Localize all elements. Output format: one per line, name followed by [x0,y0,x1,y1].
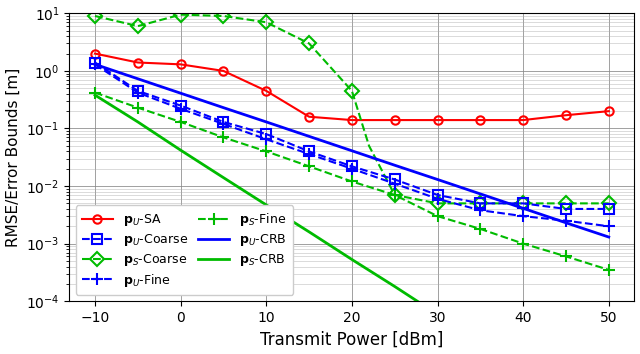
$\mathbf{p}_S$-Fine [262,149,270,154]
Line: $\mathbf{p}_S$-CRB: $\mathbf{p}_S$-CRB [95,95,609,354]
$\mathbf{p}_U$-SA [91,51,99,56]
$\mathbf{p}_U$-CRB [562,221,570,225]
$\mathbf{p}_U$-CRB [220,105,227,110]
$\mathbf{p}_U$-CRB [391,163,399,167]
$\mathbf{p}_S$-Coarse [605,201,612,205]
$\mathbf{p}_U$-SA [305,115,313,119]
$\mathbf{p}_U$-Coarse [434,193,442,197]
$\mathbf{p}_U$-Coarse [562,207,570,211]
$\mathbf{p}_S$-CRB [348,257,356,262]
$\mathbf{p}_S$-Coarse [348,89,356,93]
Legend: $\mathbf{p}_U$-SA, $\mathbf{p}_U$-Coarse, $\mathbf{p}_S$-Coarse, $\mathbf{p}_U$-: $\mathbf{p}_U$-SA, $\mathbf{p}_U$-Coarse… [76,205,293,295]
$\mathbf{p}_U$-Fine [434,197,442,201]
Line: $\mathbf{p}_U$-CRB: $\mathbf{p}_U$-CRB [95,64,609,237]
$\mathbf{p}_S$-CRB [434,312,442,316]
$\mathbf{p}_S$-CRB [134,120,141,124]
$\mathbf{p}_U$-Coarse [391,177,399,182]
$\mathbf{p}_S$-Fine [220,135,227,139]
$\mathbf{p}_U$-SA [605,109,612,113]
$\mathbf{p}_U$-CRB [91,62,99,67]
$\mathbf{p}_S$-Fine [605,268,612,272]
$\mathbf{p}_U$-Coarse [177,103,184,108]
$\mathbf{p}_S$-Coarse [477,201,484,205]
$\mathbf{p}_S$-Fine [348,179,356,184]
$\mathbf{p}_U$-Coarse [220,120,227,124]
$\mathbf{p}_U$-Fine [305,152,313,156]
$\mathbf{p}_U$-SA [262,89,270,93]
$\mathbf{p}_S$-Fine [134,105,141,110]
$\mathbf{p}_U$-Fine [391,182,399,186]
$\mathbf{p}_S$-Fine [177,120,184,124]
$\mathbf{p}_U$-Fine [220,122,227,126]
Line: $\mathbf{p}_S$-Coarse: $\mathbf{p}_S$-Coarse [90,10,614,208]
$\mathbf{p}_U$-Fine [605,224,612,228]
$\mathbf{p}_S$-CRB [220,176,227,180]
$\mathbf{p}_U$-CRB [519,206,527,211]
$\mathbf{p}_U$-CRB [477,192,484,196]
$\mathbf{p}_U$-Coarse [605,207,612,211]
$\mathbf{p}_U$-CRB [262,120,270,124]
$\mathbf{p}_U$-SA [391,118,399,122]
$\mathbf{p}_U$-SA [177,62,184,67]
$\mathbf{p}_U$-SA [134,61,141,65]
$\mathbf{p}_S$-CRB [477,339,484,343]
$\mathbf{p}_U$-Fine [262,137,270,141]
$\mathbf{p}_S$-Coarse [365,144,373,148]
$\mathbf{p}_S$-Coarse [177,12,184,17]
$\mathbf{p}_S$-Coarse [262,20,270,24]
Y-axis label: RMSE/Error Bounds [m]: RMSE/Error Bounds [m] [6,68,20,247]
$\mathbf{p}_U$-Fine [91,62,99,67]
$\mathbf{p}_S$-CRB [91,93,99,97]
$\mathbf{p}_U$-SA [434,118,442,122]
$\mathbf{p}_U$-Fine [562,218,570,223]
$\mathbf{p}_U$-CRB [605,235,612,239]
$\mathbf{p}_S$-Fine [391,193,399,197]
$\mathbf{p}_S$-CRB [177,148,184,152]
$\mathbf{p}_U$-CRB [348,149,356,153]
$\mathbf{p}_S$-Fine [519,241,527,246]
$\mathbf{p}_S$-Coarse [220,14,227,18]
$\mathbf{p}_U$-CRB [305,134,313,138]
$\mathbf{p}_S$-Coarse [91,14,99,18]
$\mathbf{p}_U$-CRB [434,177,442,182]
$\mathbf{p}_S$-Fine [562,254,570,258]
$\mathbf{p}_S$-Coarse [391,193,399,197]
$\mathbf{p}_S$-Coarse [134,24,141,28]
$\mathbf{p}_U$-Fine [348,167,356,171]
$\mathbf{p}_S$-Coarse [434,201,442,205]
Line: $\mathbf{p}_S$-Fine: $\mathbf{p}_S$-Fine [90,87,614,275]
$\mathbf{p}_U$-Coarse [477,201,484,205]
$\mathbf{p}_S$-Coarse [519,201,527,205]
$\mathbf{p}_S$-Coarse [305,41,313,46]
Line: $\mathbf{p}_U$-Coarse: $\mathbf{p}_U$-Coarse [90,58,614,214]
$\mathbf{p}_U$-Coarse [348,164,356,169]
$\mathbf{p}_U$-Fine [177,107,184,111]
$\mathbf{p}_U$-SA [562,113,570,117]
X-axis label: Transmit Power [dBm]: Transmit Power [dBm] [260,330,444,348]
$\mathbf{p}_S$-Fine [477,227,484,231]
$\mathbf{p}_U$-Fine [477,208,484,212]
$\mathbf{p}_S$-CRB [391,284,399,289]
$\mathbf{p}_U$-CRB [177,91,184,95]
$\mathbf{p}_U$-SA [519,118,527,122]
$\mathbf{p}_U$-Coarse [134,89,141,93]
$\mathbf{p}_S$-CRB [262,203,270,207]
$\mathbf{p}_U$-Fine [519,214,527,218]
$\mathbf{p}_S$-CRB [305,230,313,234]
$\mathbf{p}_S$-Fine [91,91,99,95]
$\mathbf{p}_U$-SA [477,118,484,122]
Line: $\mathbf{p}_U$-Fine: $\mathbf{p}_U$-Fine [90,59,614,232]
$\mathbf{p}_U$-SA [220,69,227,73]
$\mathbf{p}_U$-Coarse [91,61,99,65]
$\mathbf{p}_U$-CRB [134,77,141,81]
$\mathbf{p}_U$-Coarse [519,201,527,205]
$\mathbf{p}_U$-Coarse [305,149,313,154]
$\mathbf{p}_U$-Coarse [262,132,270,136]
$\mathbf{p}_U$-SA [348,118,356,122]
$\mathbf{p}_S$-Coarse [562,201,570,205]
$\mathbf{p}_S$-Fine [434,214,442,218]
$\mathbf{p}_S$-Fine [305,164,313,169]
Line: $\mathbf{p}_U$-SA: $\mathbf{p}_U$-SA [91,50,613,124]
$\mathbf{p}_U$-Fine [134,91,141,95]
